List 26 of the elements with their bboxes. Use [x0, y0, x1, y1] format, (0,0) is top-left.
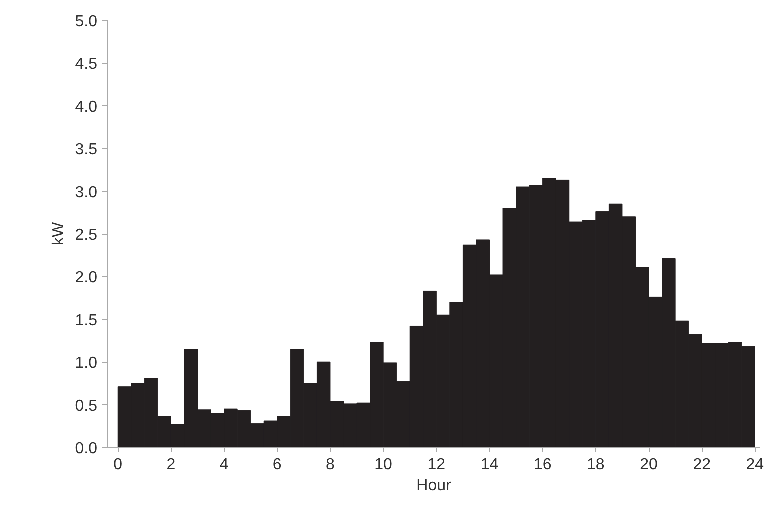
- x-tick-label: 22: [693, 456, 712, 474]
- y-tick-label: 0.0: [75, 440, 98, 458]
- x-tick-label: 20: [640, 456, 658, 474]
- x-tick-label: 6: [272, 456, 282, 474]
- x-tick-label: 8: [326, 456, 336, 474]
- x-tick-label: 18: [587, 456, 605, 474]
- y-tick-label: 0.5: [75, 398, 98, 415]
- x-tick-label: 12: [428, 456, 446, 474]
- x-tick-label: 16: [534, 456, 552, 474]
- x-tick-label: 14: [480, 456, 499, 474]
- y-axis-title: kW: [50, 222, 68, 246]
- x-tick-label: 10: [374, 456, 393, 474]
- y-tick-label: 2.0: [75, 270, 98, 287]
- y-tick-label: 2.5: [75, 227, 98, 244]
- y-tick-label: 4.5: [75, 56, 98, 74]
- x-tick-label: 2: [166, 456, 176, 474]
- y-tick-label: 4.0: [75, 98, 98, 116]
- y-tick-label: 5.0: [75, 14, 98, 30]
- x-tick-label: 0: [114, 456, 123, 474]
- y-tick-label: 1.0: [75, 355, 98, 372]
- y-tick-label: 1.5: [75, 312, 98, 330]
- x-tick-label: 4: [220, 456, 229, 474]
- x-axis-title: Hour: [416, 478, 452, 494]
- y-tick-label: 3.5: [75, 142, 98, 159]
- y-tick-label: 3.0: [75, 184, 98, 202]
- x-tick-label: 24: [746, 456, 764, 474]
